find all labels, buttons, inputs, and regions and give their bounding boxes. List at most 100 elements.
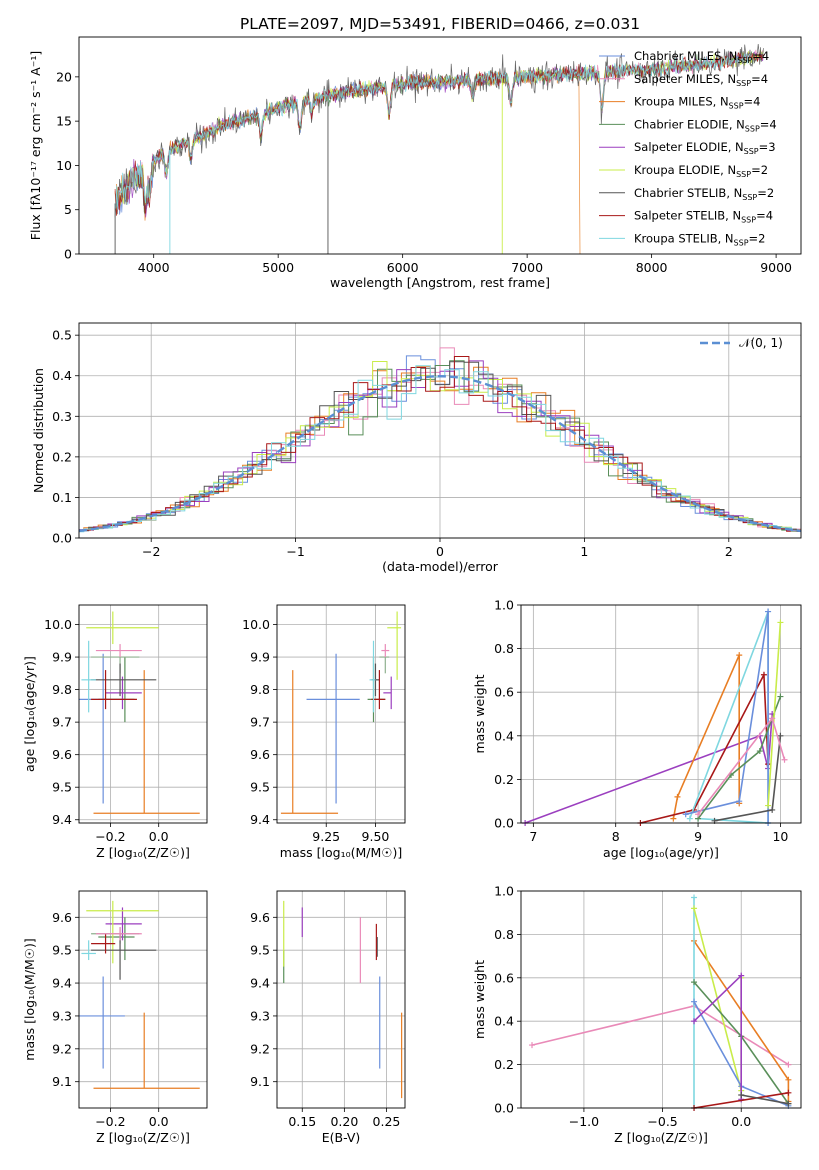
weight-marker (785, 1061, 792, 1068)
axes-frame (520, 604, 802, 824)
x-axis-label: wavelength [Angstrom, rest frame] (330, 275, 550, 290)
axes-frame (78, 604, 208, 824)
weight-marker (777, 732, 784, 739)
legend-label-subscript: SSP (741, 216, 756, 225)
legend-label-3: Chabrier ELODIE, NSSP=4 (634, 117, 777, 133)
legend-label-rest: =4 (751, 72, 768, 86)
spectrum-series-6 (114, 43, 764, 218)
y-tick-label: 0.1 (52, 490, 72, 505)
gauss-curve (79, 374, 801, 533)
hist-series-8 (79, 365, 801, 533)
axes-frame (276, 604, 406, 824)
weight-marker (785, 1089, 792, 1096)
x-tick-label: 8000 (636, 260, 668, 275)
weight-marker (756, 748, 763, 755)
y-tick-label: 0.8 (494, 641, 514, 656)
legend-label-subscript: SSP (729, 102, 744, 111)
legend-label-0: Chabrier MILES, NSSP=4 (634, 49, 769, 65)
weight-line-3 (689, 611, 769, 824)
x-tick-label: 0.25 (373, 1114, 401, 1129)
y-tick-label: 1.0 (494, 884, 514, 899)
legend-label-subscript: SSP (737, 56, 752, 65)
legend-label-6: Chabrier STELIB, NSSP=2 (634, 186, 774, 202)
weight-marker (760, 671, 767, 678)
x-tick-label: 0.20 (330, 1114, 358, 1129)
weight-marker (691, 894, 698, 901)
weight-Z-panel: −1.0 −0.5 0.0 0.0 0.2 0.4 0.6 0.8 1.0 Z [log₁₀(Z/… (472, 884, 802, 1145)
weight-marker (736, 652, 743, 659)
weight-marker (691, 1018, 698, 1025)
weight-line-0 (531, 1005, 789, 1066)
y-tick-label: 0.4 (494, 728, 514, 743)
legend-label-subscript: SSP (736, 170, 751, 179)
age-Z-panel: −0.2 0.0 9.4 9.5 9.6 9.7 9.8 9.9 10.0 Z [log₁₀(Z/… (22, 604, 208, 860)
legend-label-rest: =2 (749, 231, 766, 245)
x-axis-label: Z [log₁₀(Z/Z☉)] (96, 845, 190, 860)
y-tick-label: 0.3 (52, 409, 72, 424)
legend-label-rest: =4 (760, 117, 777, 131)
y-tick-label: 9.4 (250, 976, 270, 991)
y-tick-label: 9.6 (52, 747, 72, 762)
x-tick-label: 2 (725, 544, 733, 559)
y-tick-label: 0.8 (494, 927, 514, 942)
mass-EBV-panel: 0.15 0.20 0.25 9.1 9.2 9.3 9.4 9.5 9.6 E(B-V) (250, 890, 406, 1145)
y-tick-label: 9.9 (250, 650, 270, 665)
x-tick-label: −1 (286, 544, 304, 559)
y-tick-label: 10.0 (44, 617, 72, 632)
legend-label-main: Salpeter MILES, N (634, 72, 736, 86)
y-tick-label: 0.4 (52, 368, 72, 383)
x-axis-label: mass [log₁₀(M/M☉)] (280, 845, 402, 860)
x-tick-label: −2 (142, 544, 160, 559)
legend-label-rest: =2 (751, 163, 768, 177)
y-tick-label: 9.8 (250, 682, 270, 697)
x-tick-label: 10 (772, 829, 788, 844)
legend-label-rest: =3 (759, 140, 776, 154)
y-tick-label: 10 (56, 158, 72, 173)
y-tick-label: 9.1 (250, 1074, 270, 1089)
weight-marker (670, 815, 677, 822)
legend-label-rest: =4 (756, 209, 773, 223)
x-tick-label: 8 (612, 829, 620, 844)
x-axis-label: (data-model)/error (382, 559, 499, 574)
y-tick-label: 0.2 (494, 772, 514, 787)
x-tick-label: −0.5 (647, 1114, 677, 1129)
x-tick-label: 9000 (760, 260, 792, 275)
y-tick-label: 0.2 (52, 449, 72, 464)
weight-marker (738, 1091, 745, 1098)
y-tick-label: 9.5 (250, 943, 270, 958)
y-tick-label: 0.6 (494, 970, 514, 985)
legend-label-8: Kroupa STELIB, NSSP=2 (634, 231, 765, 247)
y-tick-label: 0 (64, 247, 72, 262)
x-tick-label: 0 (436, 544, 444, 559)
legend-label-main: Salpeter ELODIE, N (634, 140, 744, 154)
legend-label-main: Salpeter STELIB, N (634, 209, 741, 223)
legend-label-subscript: SSP (736, 79, 751, 88)
y-tick-label: 9.6 (250, 910, 270, 925)
figure-title: PLATE=2097, MJD=53491, FIBERID=0466, z=0… (240, 15, 640, 33)
x-tick-label: 6000 (387, 260, 419, 275)
y-axis-label: Normed distribution (31, 368, 46, 493)
weight-marker (777, 619, 784, 626)
legend-label-subscript: SSP (744, 147, 759, 156)
y-tick-label: 9.5 (52, 780, 72, 795)
legend-label-main: Kroupa ELODIE, N (634, 163, 736, 177)
weight-marker (738, 972, 745, 979)
y-tick-label: 9.6 (250, 747, 270, 762)
plot-layer: 4000 5000 6000 7000 8000 900005101520waveleng… (22, 36, 802, 1145)
legend-label-2: Kroupa MILES, NSSP=4 (634, 95, 760, 111)
x-tick-label: −0.2 (95, 1114, 125, 1129)
y-tick-label: 0.0 (494, 1101, 514, 1116)
x-tick-label: 0.0 (731, 1114, 751, 1129)
weight-line-0 (524, 713, 773, 824)
y-axis-label: mass weight (472, 960, 487, 1039)
y-tick-label: 15 (56, 114, 72, 129)
legend-label-5: Kroupa ELODIE, NSSP=2 (634, 163, 768, 179)
weight-marker (691, 998, 698, 1005)
spectrum-series-8 (114, 52, 752, 210)
x-axis-label: Z [log₁₀(Z/Z☉)] (614, 1130, 708, 1145)
y-tick-label: 9.7 (250, 715, 270, 730)
y-tick-label: 9.9 (52, 650, 72, 665)
weight-line-1 (672, 654, 740, 819)
legend-label-subscript: SSP (745, 124, 760, 133)
